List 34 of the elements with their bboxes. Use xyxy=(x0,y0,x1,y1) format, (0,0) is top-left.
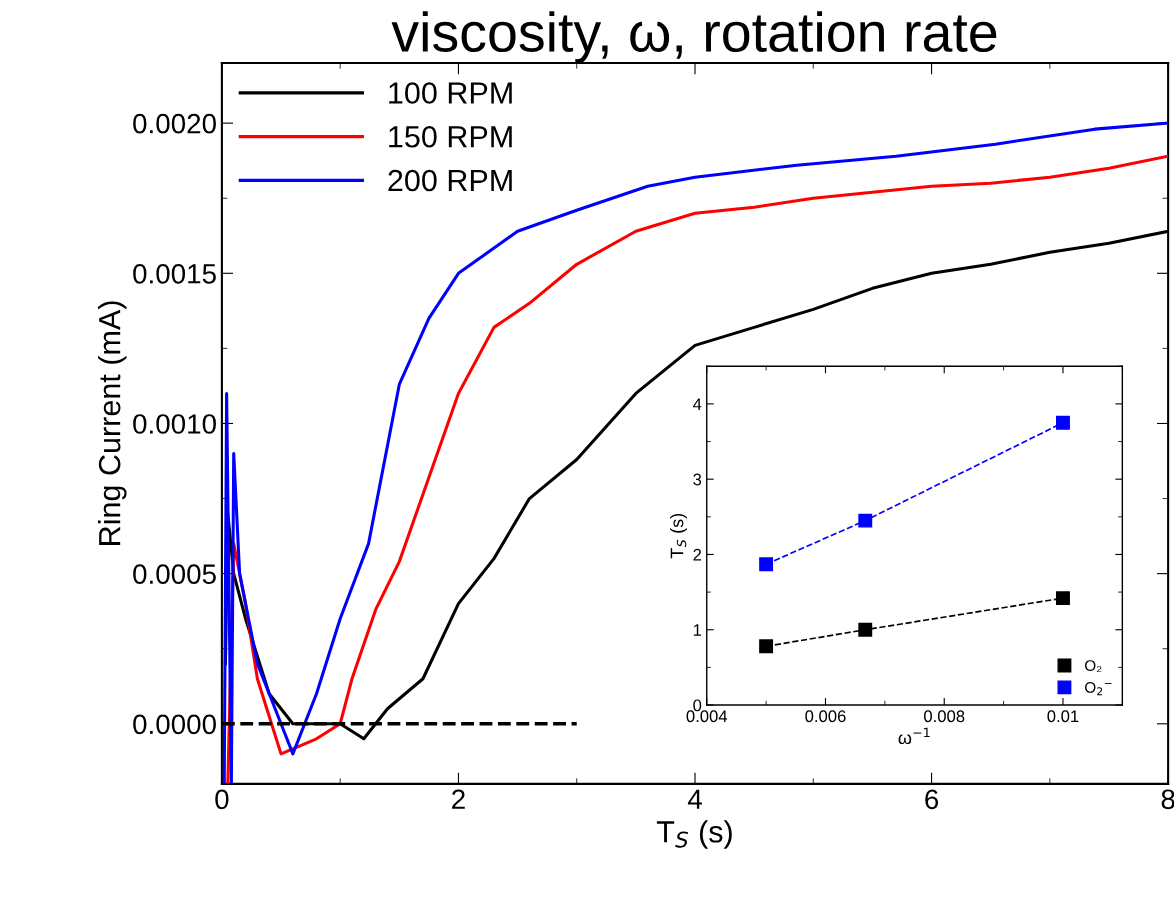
x-tick-label: 0.006 xyxy=(805,710,846,723)
legend-label: 100 RPM xyxy=(389,82,512,104)
point xyxy=(759,557,774,572)
point xyxy=(858,622,873,637)
x-axis-title: T$_{S}$ (s) xyxy=(656,820,732,849)
y-axis-title: T$_{S}$ (s) xyxy=(670,513,687,559)
chart-title: viscosity, ω, rotation rate xyxy=(391,11,997,64)
y-tick-label: 3 xyxy=(693,473,702,486)
y-tick-label: 2 xyxy=(693,548,702,561)
x-tick-label: 0.01 xyxy=(1047,710,1079,723)
legend-label: 150 RPM xyxy=(389,125,512,148)
x-tick-label: 0.004 xyxy=(686,710,728,723)
x-axis-title: ω$^{−1}$ xyxy=(898,727,930,745)
legend-label: O$_{2}$$^{−}$ xyxy=(1085,682,1112,696)
point xyxy=(858,513,873,528)
x-tick-label: 0.008 xyxy=(924,710,965,723)
y-tick-label: 0.0020 xyxy=(133,113,216,134)
y-tick-label: 0.0005 xyxy=(133,564,216,584)
x-tick-label: 6 xyxy=(925,789,939,810)
point xyxy=(759,639,774,654)
y-tick-label: 1 xyxy=(693,624,702,636)
y-tick-label: 0 xyxy=(693,699,702,712)
point xyxy=(1056,415,1070,430)
y-tick-label: 0.0010 xyxy=(133,414,216,434)
y-tick-label: 0.0015 xyxy=(133,263,216,284)
y-axis-title: Ring Current (mA) xyxy=(98,301,127,545)
x-tick-label: 2 xyxy=(452,789,465,809)
x-tick-label: 0 xyxy=(215,789,229,810)
x-tick-label: 8 xyxy=(1161,789,1174,810)
legend-label: O₂ xyxy=(1085,660,1102,673)
y-tick-label: 0.0000 xyxy=(133,714,216,735)
point xyxy=(1056,591,1070,606)
y-tick-label: 4 xyxy=(693,398,702,410)
legend-label: 200 RPM xyxy=(388,169,512,192)
